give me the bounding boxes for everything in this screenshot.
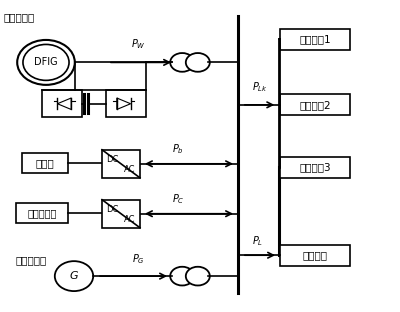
Circle shape [170, 267, 194, 285]
Text: DC: DC [106, 155, 119, 164]
Text: $P_{L}$: $P_{L}$ [252, 234, 263, 248]
Text: $P_{C}$: $P_{C}$ [172, 192, 184, 206]
Bar [42, 90, 82, 117]
Text: $P_{b}$: $P_{b}$ [172, 142, 184, 156]
Bar [16, 203, 68, 223]
Bar [280, 94, 350, 115]
Bar [280, 29, 350, 50]
Text: AC: AC [124, 215, 135, 224]
Text: 日常负荷: 日常负荷 [302, 250, 328, 260]
Text: 蓄电池: 蓄电池 [36, 158, 54, 168]
Text: $P_{G}$: $P_{G}$ [132, 252, 144, 266]
Circle shape [170, 53, 194, 72]
Text: 超级电容器: 超级电容器 [27, 208, 57, 218]
Text: $P_{Lk}$: $P_{Lk}$ [252, 80, 268, 94]
Text: AC: AC [124, 165, 135, 174]
Text: $P_{W}$: $P_{W}$ [131, 38, 145, 51]
Circle shape [186, 53, 210, 72]
Text: 可控负荷3: 可控负荷3 [299, 162, 331, 172]
Circle shape [55, 261, 93, 291]
Text: 可控负荷1: 可控负荷1 [299, 34, 331, 44]
Circle shape [186, 267, 210, 285]
Bar [280, 157, 350, 178]
Bar [280, 245, 350, 266]
Text: G: G [70, 271, 78, 281]
Text: DC: DC [106, 205, 119, 214]
Bar [106, 90, 146, 117]
Circle shape [17, 40, 75, 85]
Circle shape [23, 44, 69, 80]
Text: 可控负荷2: 可控负荷2 [299, 100, 331, 110]
Text: 双馈风电机: 双馈风电机 [4, 12, 35, 22]
Text: 柴油发电机: 柴油发电机 [16, 256, 47, 266]
Text: DFIG: DFIG [34, 57, 58, 67]
Bar [22, 153, 68, 173]
Bar [102, 150, 140, 178]
Bar [102, 200, 140, 228]
